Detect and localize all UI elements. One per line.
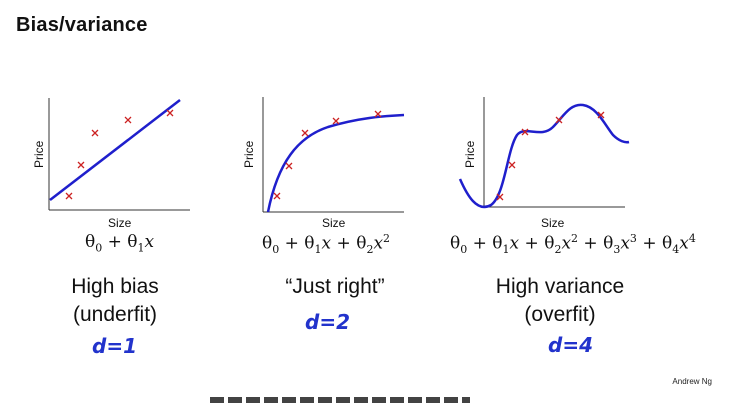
handwritten-degree-note: d=4 bbox=[548, 333, 593, 357]
underfit-plot bbox=[48, 98, 190, 211]
data-point bbox=[521, 128, 529, 136]
data-point bbox=[273, 192, 281, 200]
hypothesis-formula: θ0 + θ1x + θ2x2 + θ3x3 + θ4x4 bbox=[450, 232, 696, 257]
data-point bbox=[285, 162, 293, 170]
y-axis-label: Price bbox=[242, 140, 256, 168]
data-point bbox=[301, 129, 309, 137]
data-point bbox=[597, 111, 605, 119]
caption-line: “Just right” bbox=[285, 275, 385, 298]
caption-line: (underfit) bbox=[72, 303, 158, 326]
data-point bbox=[332, 117, 340, 125]
hypothesis-formula: θ0 + θ1x bbox=[85, 232, 155, 255]
data-point bbox=[65, 192, 73, 200]
quadratic-fit-curve bbox=[266, 113, 405, 213]
caption-line: High bias bbox=[71, 275, 159, 298]
handwritten-degree-note: d=1 bbox=[92, 334, 137, 358]
x-axis-label: Size bbox=[108, 216, 132, 230]
handwritten-degree-note: d=2 bbox=[305, 310, 350, 334]
linear-fit-line bbox=[49, 99, 181, 201]
data-point bbox=[124, 116, 132, 124]
data-point bbox=[77, 161, 85, 169]
overfit-plot bbox=[458, 97, 630, 209]
data-point bbox=[555, 116, 563, 124]
x-axis-label: Size bbox=[322, 216, 346, 230]
x-axis-label: Size bbox=[541, 216, 565, 230]
hypothesis-formula: θ0 + θ1x + θ2x2 bbox=[262, 232, 391, 257]
data-point bbox=[166, 109, 174, 117]
data-points bbox=[65, 109, 174, 200]
caption-line: (overfit) bbox=[524, 303, 596, 326]
caption: “Just right” bbox=[265, 273, 405, 301]
data-points bbox=[496, 111, 605, 201]
data-point bbox=[374, 110, 382, 118]
data-points bbox=[273, 110, 382, 200]
data-point bbox=[91, 129, 99, 137]
caption-line: High variance bbox=[495, 275, 625, 298]
quartic-fit-curve bbox=[458, 103, 630, 209]
caption: High variance (overfit) bbox=[480, 273, 640, 329]
caption: High bias (underfit) bbox=[45, 273, 185, 329]
cropped-subtitle-strip bbox=[210, 397, 470, 403]
author-credit: Andrew Ng bbox=[672, 377, 712, 386]
slide-title: Bias/variance bbox=[16, 14, 148, 36]
data-point bbox=[508, 161, 516, 169]
y-axis-label: Price bbox=[32, 140, 46, 168]
data-point bbox=[496, 193, 504, 201]
just-right-plot bbox=[262, 97, 405, 213]
